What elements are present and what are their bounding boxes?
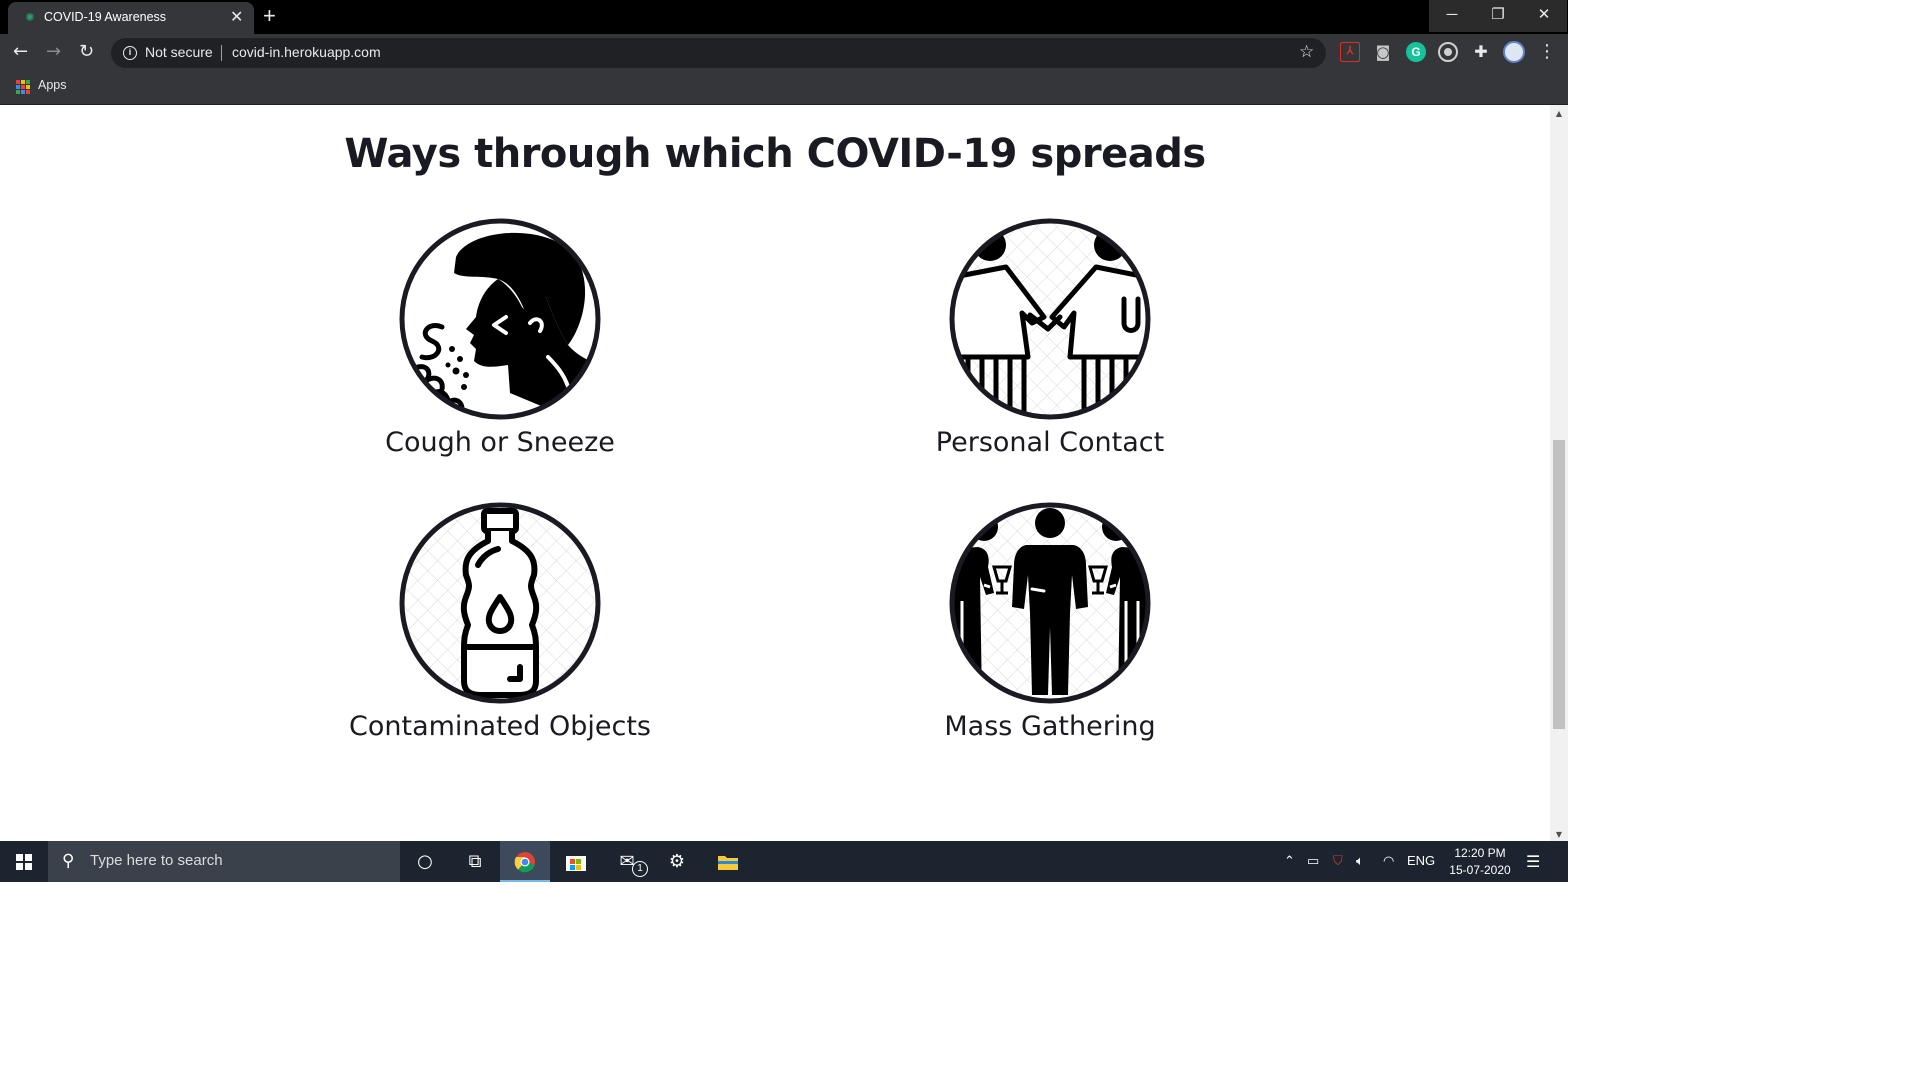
bookmark-star-icon[interactable]: ☆	[1299, 42, 1315, 62]
puzzle-icon[interactable]: ✚	[1474, 42, 1488, 61]
search-icon: ⚲	[62, 851, 75, 871]
start-button[interactable]	[0, 841, 48, 882]
scroll-up-arrow-icon[interactable]: ▲	[1555, 109, 1563, 118]
card-label-objects: Contaminated Objects	[349, 711, 651, 742]
clock-time: 12:20 PM	[1454, 846, 1506, 860]
new-tab-button[interactable]: +	[263, 3, 276, 28]
card-label-gathering: Mass Gathering	[944, 711, 1156, 742]
volume-icon[interactable]: 🔈︎	[1356, 853, 1364, 868]
window-close-button[interactable]: ✕	[1521, 0, 1567, 32]
action-center-icon[interactable]: ☰	[1526, 852, 1541, 871]
contaminated-bottle-icon	[399, 502, 601, 704]
settings-gear-icon[interactable]: ⚙	[668, 851, 686, 872]
camera-icon[interactable]: ◙	[1375, 43, 1391, 61]
grammarly-icon[interactable]: G	[1406, 42, 1426, 62]
reload-icon[interactable]: ↻	[79, 41, 95, 62]
spread-card-contact: Personal Contact	[890, 217, 1210, 458]
page-title: Ways through which COVID-19 spreads	[344, 131, 1206, 177]
personal-contact-icon	[949, 218, 1151, 420]
wifi-icon[interactable]: ◠	[1383, 853, 1395, 868]
browser-tab-strip: ✺ COVID-19 Awareness ✕ + ─ ❐ ✕	[0, 0, 1568, 34]
cough-sneeze-icon	[399, 218, 601, 420]
tab-close-icon[interactable]: ✕	[230, 9, 244, 26]
mail-icon[interactable]: ✉	[619, 851, 635, 872]
battery-icon[interactable]: ▭	[1307, 853, 1320, 868]
system-clock[interactable]: 12:20 PM 15-07-2020	[1440, 845, 1520, 879]
task-view-icon[interactable]: ⧉	[468, 851, 482, 872]
page-viewport: Ways through which COVID-19 spreads	[0, 105, 1550, 841]
taskbar-search[interactable]: ⚲ Type here to search	[48, 841, 400, 882]
forward-arrow-icon[interactable]: →	[46, 41, 62, 62]
profile-avatar[interactable]	[1503, 41, 1525, 63]
card-label-contact: Personal Contact	[935, 427, 1165, 458]
virus-favicon-icon: ✺	[25, 11, 35, 24]
window-minimize-button[interactable]: ─	[1429, 0, 1475, 32]
bookmarks-bar: Apps	[0, 72, 1568, 105]
file-explorer-icon[interactable]	[703, 841, 753, 882]
menu-icon[interactable]: ⋮	[1538, 41, 1556, 62]
tab-title: COVID-19 Awareness	[44, 10, 167, 24]
info-icon[interactable]: i	[123, 46, 137, 60]
url-text[interactable]: covid-in.herokuapp.com	[232, 44, 381, 60]
apps-bookmark[interactable]: Apps	[38, 78, 67, 92]
scroll-down-arrow-icon[interactable]: ▼	[1555, 830, 1563, 839]
address-bar[interactable]: i Not secure covid-in.herokuapp.com ☆	[111, 38, 1326, 68]
cortana-icon[interactable]: ○	[417, 851, 433, 872]
chrome-taskbar-icon[interactable]	[500, 841, 550, 882]
browser-toolbar: ← → ↻ i Not secure covid-in.herokuapp.co…	[0, 34, 1568, 72]
language-indicator[interactable]: ENG	[1407, 853, 1436, 868]
spread-card-gathering: Mass Gathering	[890, 501, 1210, 742]
spread-card-objects: Contaminated Objects	[340, 501, 660, 742]
scrollbar-thumb[interactable]	[1553, 440, 1565, 729]
antivirus-shield-icon[interactable]: ⛉	[1333, 853, 1343, 868]
clock-date: 15-07-2020	[1449, 863, 1511, 877]
page-scrollbar[interactable]: ▲ ▼	[1550, 105, 1568, 841]
security-label[interactable]: Not secure	[145, 44, 213, 60]
acrobat-icon[interactable]: ⅄	[1340, 42, 1360, 62]
windows-logo-icon	[16, 854, 32, 870]
browser-tab[interactable]: ✺ COVID-19 Awareness ✕	[8, 2, 254, 34]
apps-grid-icon[interactable]	[16, 80, 30, 94]
store-icon[interactable]	[551, 841, 601, 882]
back-arrow-icon[interactable]: ←	[13, 41, 29, 62]
tray-expand-icon[interactable]: ⌃	[1284, 853, 1295, 868]
window-restore-button[interactable]: ❐	[1475, 0, 1521, 32]
card-label-cough: Cough or Sneeze	[385, 427, 615, 458]
search-placeholder: Type here to search	[90, 852, 223, 869]
address-separator	[221, 45, 222, 61]
mail-badge: 1	[632, 861, 648, 877]
circle-ext-icon[interactable]	[1438, 42, 1458, 62]
spread-card-cough: Cough or Sneeze	[340, 217, 660, 458]
mass-gathering-icon	[949, 502, 1151, 704]
windows-taskbar: ⚲ Type here to search ○ ⧉ ✉ 1 ⚙ ⌃ ▭ ⛉ 🔈︎…	[0, 841, 1568, 882]
